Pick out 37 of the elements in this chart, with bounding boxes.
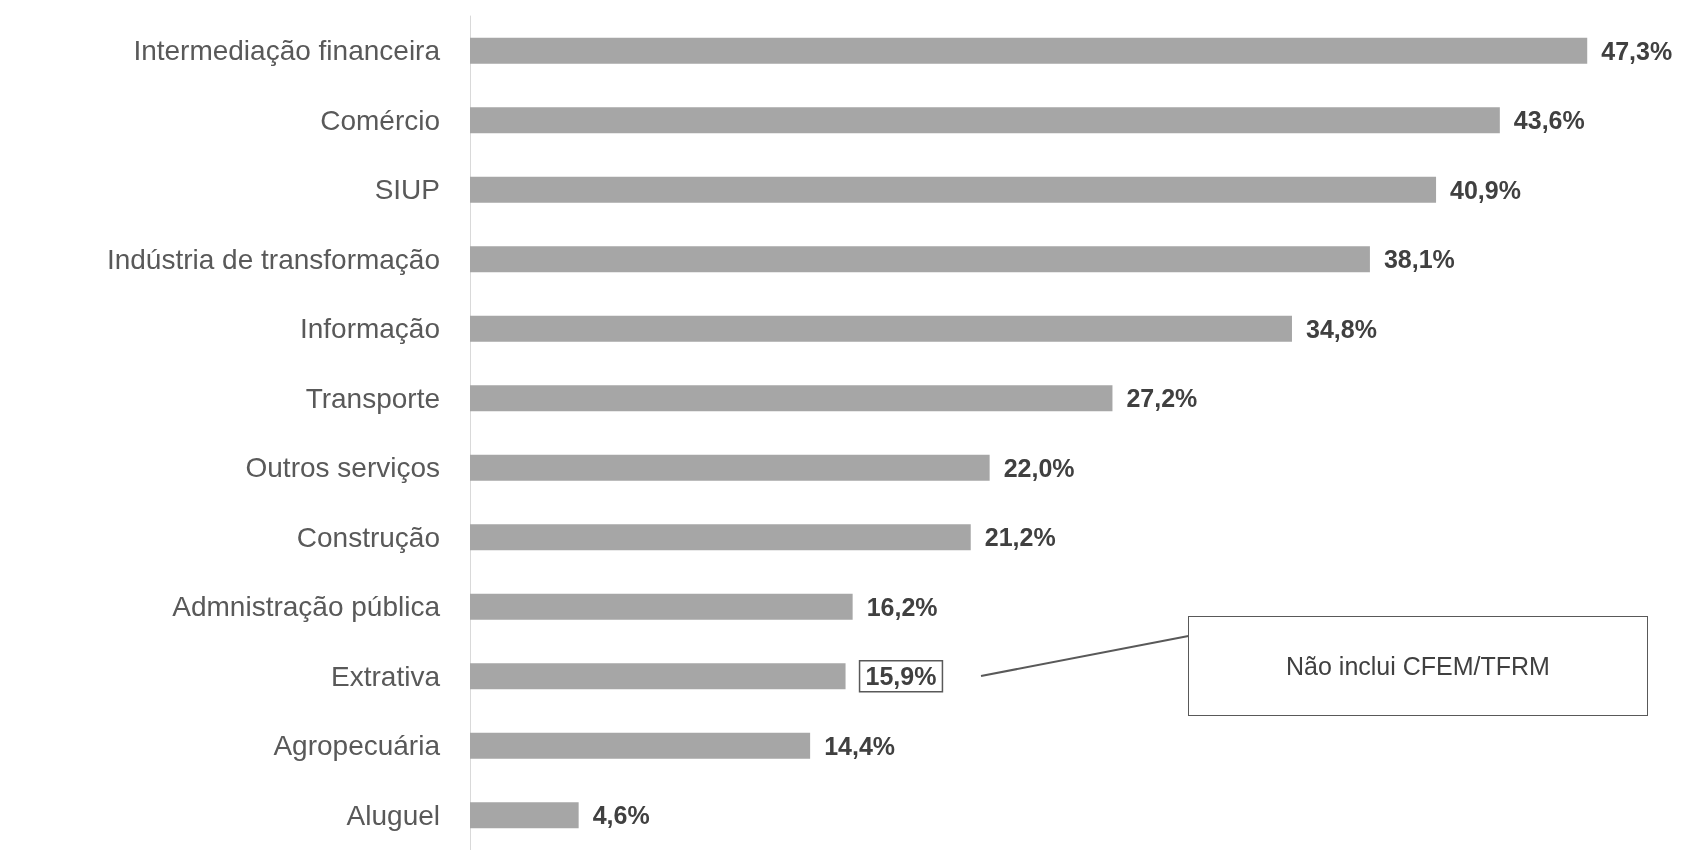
y-tick-label: Construção xyxy=(296,521,440,553)
bar xyxy=(470,524,971,551)
y-tick-label: Agropecuária xyxy=(273,730,441,762)
y-tick-label: Intermediação financeira xyxy=(133,35,441,67)
data-label: 4,6% xyxy=(592,801,650,830)
bar xyxy=(470,37,1588,64)
y-tick-label: Comércio xyxy=(320,104,440,136)
bar xyxy=(470,385,1113,412)
bar xyxy=(470,176,1437,203)
y-tick-label: Informação xyxy=(299,313,440,345)
bar xyxy=(470,315,1292,342)
y-tick-label: Aluguel xyxy=(346,799,440,831)
y-tick-label: Admnistração pública xyxy=(172,591,441,623)
y-tick-label: Indústria de transformação xyxy=(106,243,440,275)
bar xyxy=(470,107,1500,134)
data-label: 40,9% xyxy=(1450,175,1521,204)
bar xyxy=(470,454,990,481)
data-label: 34,8% xyxy=(1305,314,1377,343)
bar xyxy=(470,593,853,620)
data-label: 14,4% xyxy=(824,731,896,760)
y-tick-label: Transporte xyxy=(305,382,440,414)
bar xyxy=(470,246,1370,273)
data-label: 43,6% xyxy=(1513,106,1585,135)
data-label: 21,2% xyxy=(984,523,1056,552)
data-label: 15,9% xyxy=(865,662,937,691)
y-tick-label: SIUP xyxy=(374,174,440,206)
data-label: 47,3% xyxy=(1601,36,1673,65)
bar xyxy=(470,802,579,829)
y-tick-label: Outros serviços xyxy=(245,452,440,484)
data-label: 22,0% xyxy=(1003,453,1075,482)
bar xyxy=(470,732,811,759)
y-tick-label: Extrativa xyxy=(331,660,441,692)
data-label: 16,2% xyxy=(866,592,938,621)
data-label: 38,1% xyxy=(1383,245,1455,274)
callout-box: Não inclui CFEM/TFRM xyxy=(1188,616,1648,717)
bar xyxy=(470,663,846,690)
data-label: 27,2% xyxy=(1126,384,1198,413)
